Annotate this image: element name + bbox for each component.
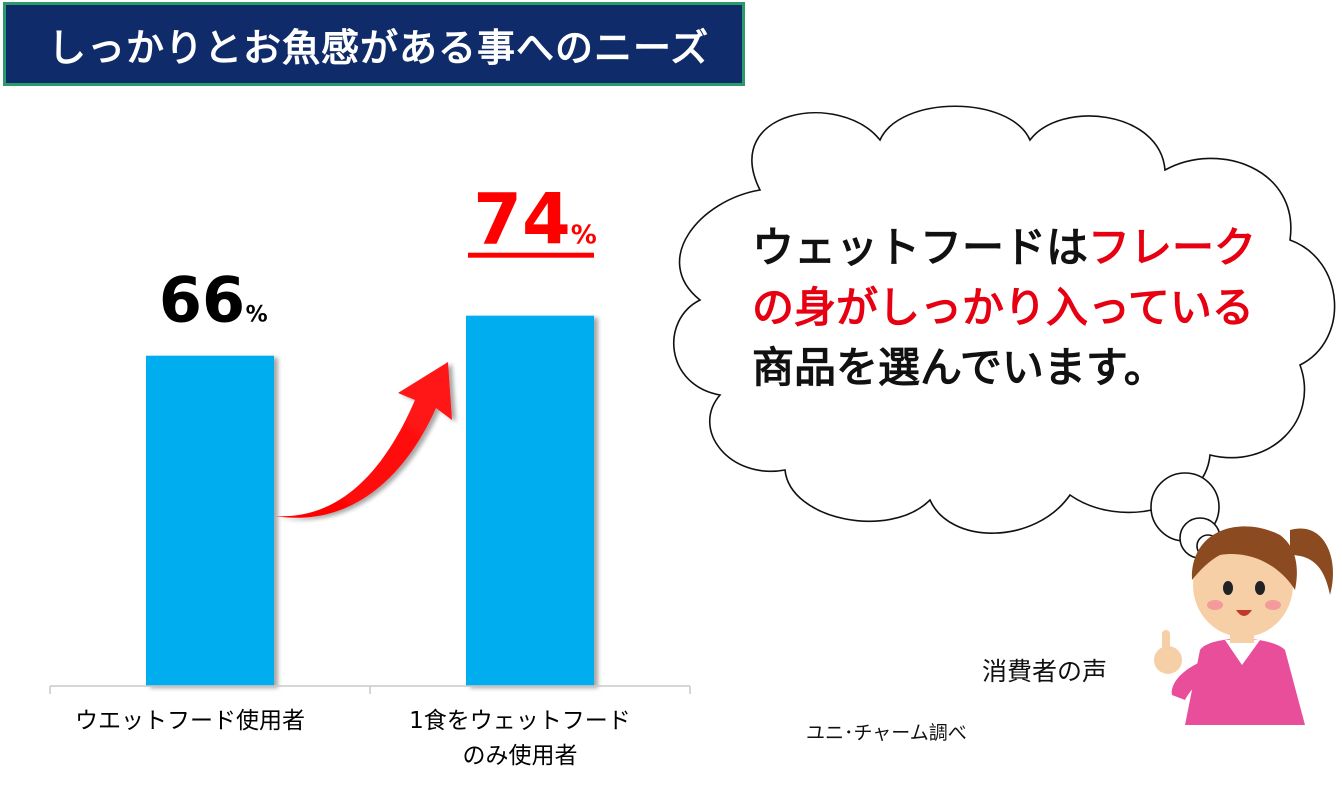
bubble-line3: 商品を選んでいます。 xyxy=(752,343,1166,392)
category-label: のみ使用者 xyxy=(463,743,578,769)
bubble-line2: の身がしっかり入っている xyxy=(752,283,1254,332)
category-label: ウエットフード使用者 xyxy=(75,708,305,734)
highlight-underline xyxy=(468,252,594,258)
bar-value-label: 74 xyxy=(473,179,570,261)
bar-value-unit: % xyxy=(246,303,268,328)
page-title: しっかりとお魚感がある事へのニーズ xyxy=(48,25,710,70)
bar-2 xyxy=(466,315,594,686)
bar-value-unit: % xyxy=(571,221,597,251)
bar-1 xyxy=(146,355,274,686)
bubble-text: ウェットフードはフレーク の身がしっかり入っている 商品を選んでいます。 xyxy=(752,218,1312,398)
title-banner: しっかりとお魚感がある事へのニーズ xyxy=(3,2,745,86)
category-label: 1食をウェットフード xyxy=(409,708,631,734)
woman-illustration xyxy=(1154,526,1334,725)
bubble-line1-red: フレーク xyxy=(1088,223,1257,272)
source-note: ユニ･チャーム調べ xyxy=(806,722,967,744)
consumer-voice-label: 消費者の声 xyxy=(982,657,1108,686)
bar-value-label: 66 xyxy=(159,264,245,337)
bubble-line1-black: ウェットフードは xyxy=(752,223,1089,272)
increase-arrow xyxy=(275,362,452,518)
